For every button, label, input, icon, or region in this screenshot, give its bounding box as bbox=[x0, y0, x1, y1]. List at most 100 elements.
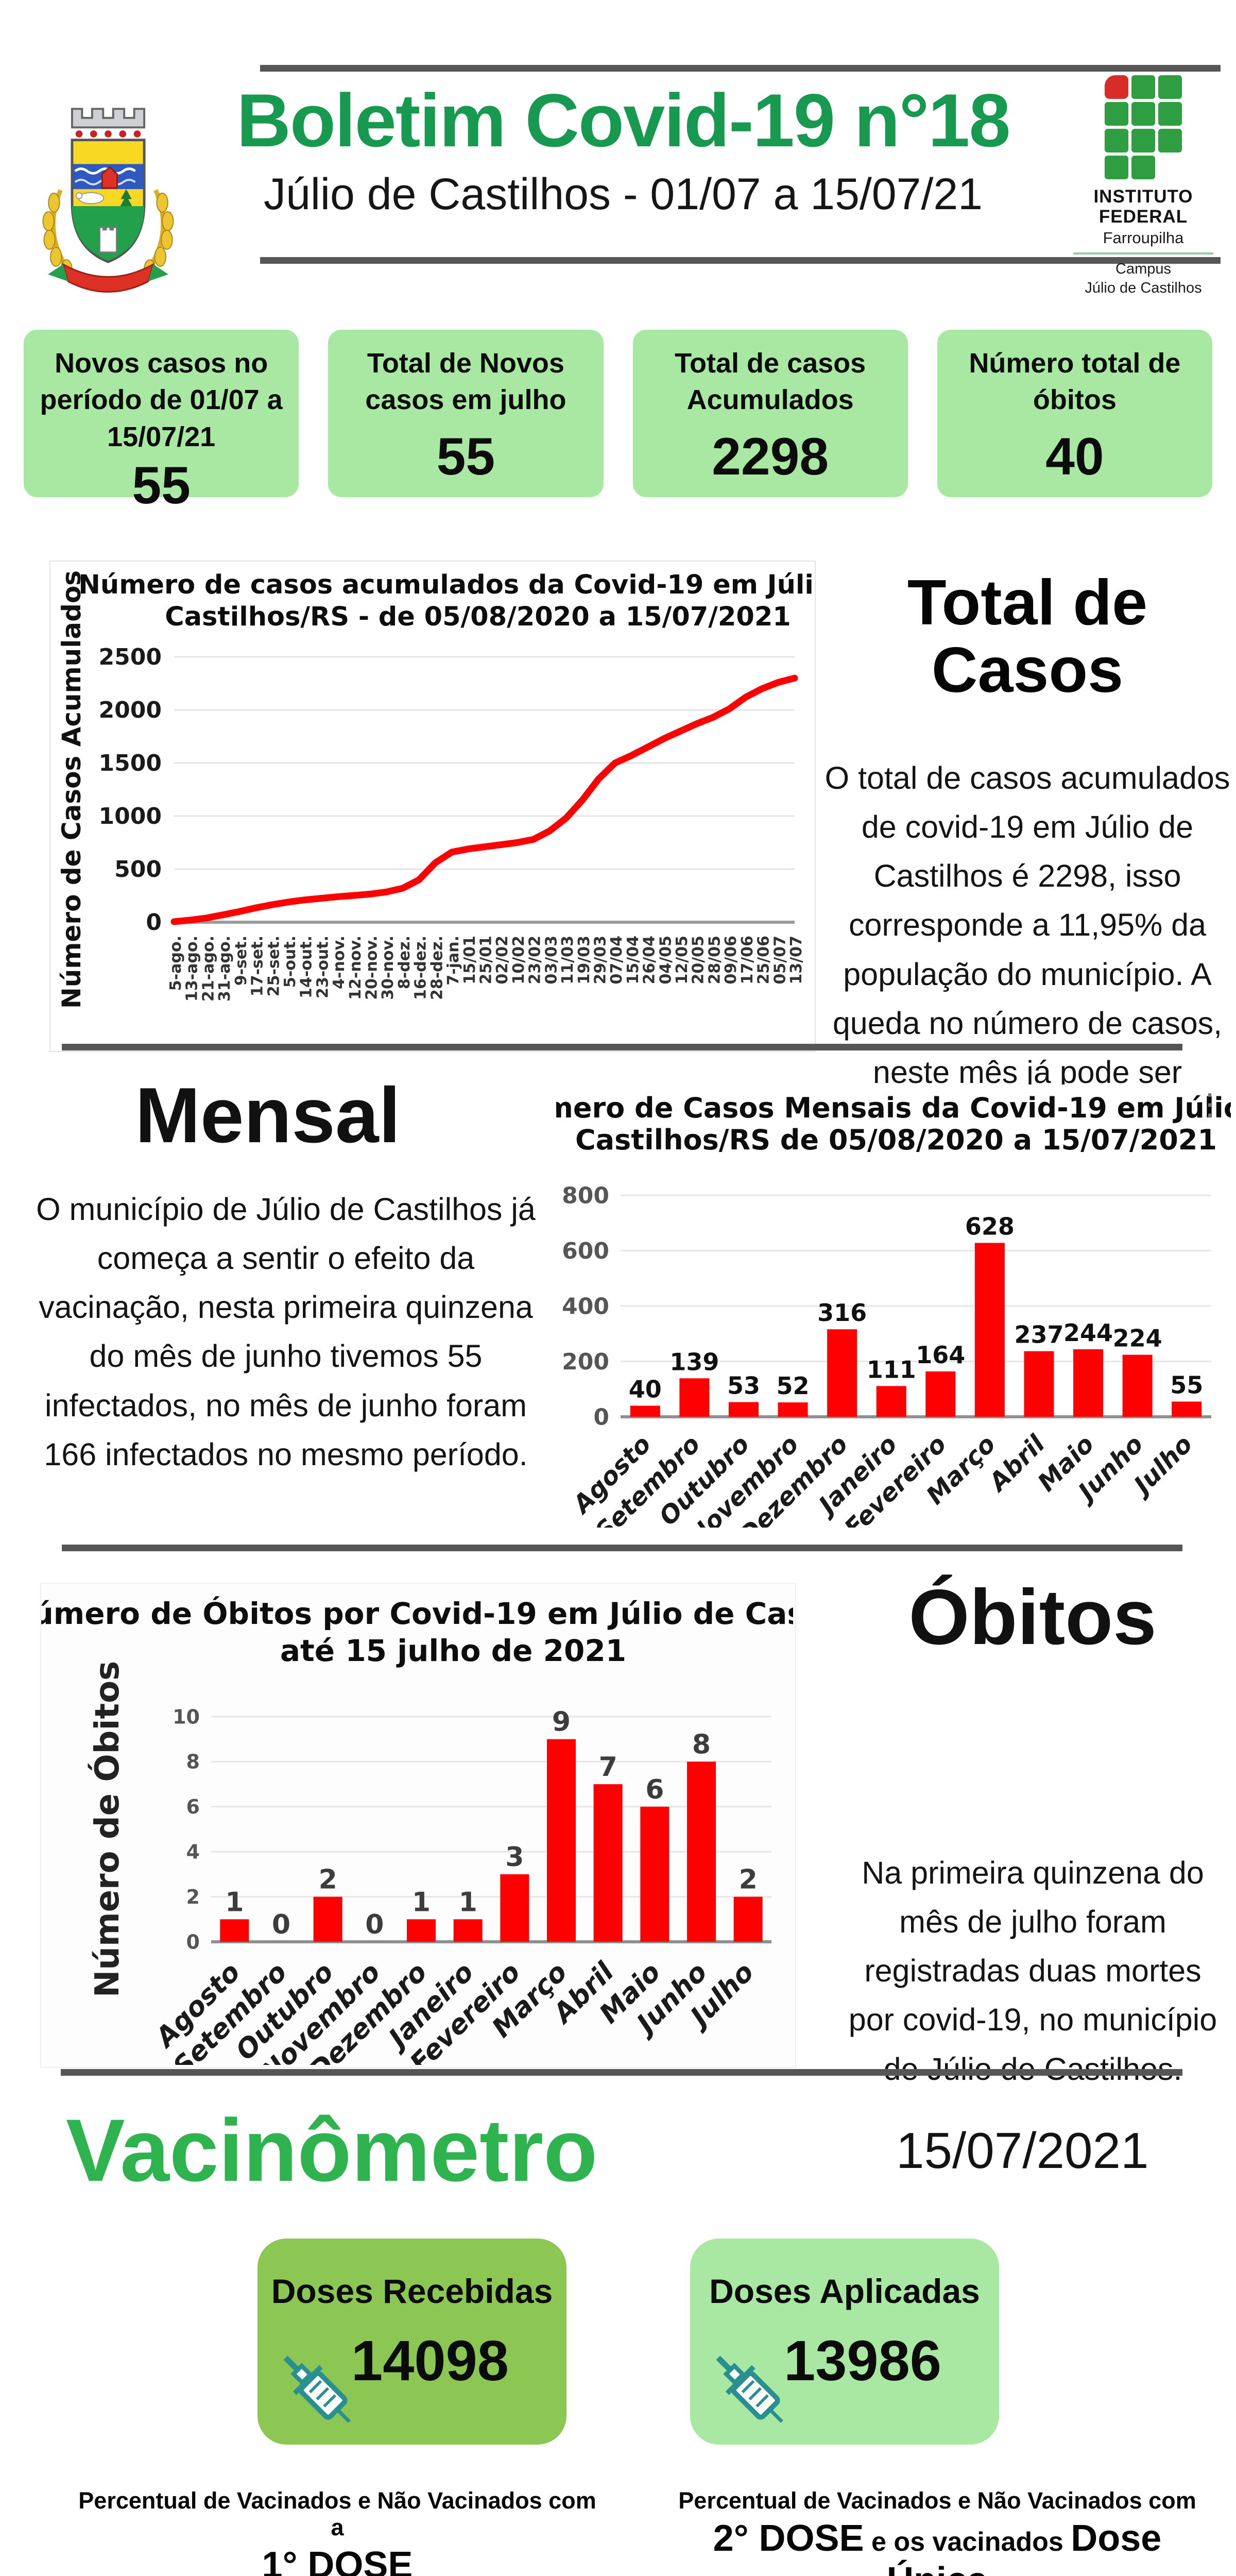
svg-text:55: 55 bbox=[1170, 1371, 1203, 1399]
city-crest-logo bbox=[33, 87, 183, 294]
doses-applied-value: 13986 bbox=[784, 2329, 941, 2393]
iffar-divider bbox=[1073, 252, 1213, 255]
page-subtitle: Júlio de Castilhos - 01/07 a 15/07/21 bbox=[263, 170, 983, 219]
deaths-heading: Óbitos bbox=[908, 1573, 1157, 1661]
svg-text:30-nov.: 30-nov. bbox=[379, 936, 397, 1000]
stat-value: 55 bbox=[132, 455, 191, 515]
city-crest-icon bbox=[42, 108, 174, 293]
svg-text:237: 237 bbox=[1014, 1321, 1063, 1349]
svg-text:224: 224 bbox=[1113, 1325, 1162, 1352]
stat-label: Total de Novos casos em julho bbox=[365, 348, 566, 416]
header-top-rule bbox=[260, 65, 1221, 72]
doses-applied-label: Doses Aplicadas bbox=[709, 2272, 980, 2310]
page-title: Boletim Covid-19 n°18 bbox=[236, 78, 1010, 162]
svg-text:até 15 julho de 2021: até 15 julho de 2021 bbox=[280, 1633, 626, 1668]
svg-text:28/05: 28/05 bbox=[706, 936, 724, 984]
svg-text:0: 0 bbox=[365, 1909, 384, 1940]
doses-received-label: Doses Recebidas bbox=[271, 2272, 553, 2310]
svg-text:600: 600 bbox=[562, 1238, 609, 1264]
svg-text:20-nov.: 20-nov. bbox=[363, 936, 381, 1000]
svg-text:0: 0 bbox=[146, 909, 162, 936]
svg-text:53: 53 bbox=[727, 1372, 760, 1400]
svg-text:164: 164 bbox=[916, 1341, 965, 1369]
svg-text:Castilhos/RS - de 05/08/2020 a: Castilhos/RS - de 05/08/2020 a 15/07/202… bbox=[165, 602, 791, 632]
svg-text:20/05: 20/05 bbox=[690, 936, 708, 984]
svg-text:0: 0 bbox=[272, 1909, 290, 1940]
stat-label: Novos casos no período de 01/07 a 15/07/… bbox=[40, 348, 283, 452]
second-dose-donut-block: Percentual de Vacinados e Não Vacinados … bbox=[664, 2487, 1210, 2576]
stat-value: 55 bbox=[436, 427, 495, 486]
svg-text:12-nov.: 12-nov. bbox=[347, 936, 365, 1000]
svg-text:28-dez.: 28-dez. bbox=[428, 936, 446, 1000]
svg-text:8: 8 bbox=[186, 1751, 200, 1773]
svg-text:03/03: 03/03 bbox=[542, 936, 560, 984]
stat-cards-row: Novos casos no período de 01/07 a 15/07/… bbox=[24, 330, 1212, 515]
svg-text:Número de Óbitos: Número de Óbitos bbox=[88, 1661, 127, 1997]
svg-text:5-out.: 5-out. bbox=[281, 936, 299, 988]
svg-text:500: 500 bbox=[114, 856, 162, 883]
svg-text:10/02: 10/02 bbox=[510, 936, 528, 984]
svg-text:10: 10 bbox=[173, 1705, 200, 1728]
stat-value: 2298 bbox=[712, 427, 829, 486]
svg-text:Castilhos/RS de 05/08/2020 a 1: Castilhos/RS de 05/08/2020 a 15/07/2021 bbox=[575, 1124, 1217, 1156]
svg-text:8: 8 bbox=[692, 1729, 711, 1760]
svg-text:1: 1 bbox=[459, 1887, 477, 1918]
section-divider bbox=[61, 2069, 1182, 2076]
first-dose-donut-block: Percentual de Vacinados e Não Vacinados … bbox=[72, 2487, 603, 2576]
svg-text:12/05: 12/05 bbox=[673, 936, 691, 984]
donut-title-dose: 2° DOSE e os vacinados Dose Única bbox=[713, 2518, 1162, 2576]
svg-text:628: 628 bbox=[965, 1212, 1015, 1240]
monthly-paragraph: O município de Júlio de Castilhos já com… bbox=[36, 1192, 536, 1472]
svg-text:2: 2 bbox=[319, 1865, 337, 1895]
iffar-campus: Campus Júlio de Castilhos bbox=[1085, 261, 1202, 296]
svg-text:Número de Casos Mensais da Cov: Número de Casos Mensais da Covid-19 em J… bbox=[556, 1092, 1231, 1124]
svg-text:17-set.: 17-set. bbox=[249, 936, 267, 996]
stat-card-accumulated-cases: Total de casos Acumulados 2298 bbox=[632, 330, 908, 497]
iffar-grid-icon bbox=[1105, 75, 1182, 179]
svg-text:7: 7 bbox=[599, 1752, 617, 1783]
svg-text:11/03: 11/03 bbox=[559, 936, 577, 984]
svg-text:21-ago.: 21-ago. bbox=[199, 936, 217, 1002]
donut-title: Percentual de Vacinados e Não Vacinados … bbox=[78, 2487, 596, 2540]
doses-received-card: Doses Recebidas 14098 bbox=[258, 2239, 566, 2445]
iffar-logo: INSTITUTO FEDERAL Farroupilha Campus Júl… bbox=[1067, 75, 1220, 297]
svg-text:25/06: 25/06 bbox=[755, 936, 773, 984]
svg-text:1: 1 bbox=[412, 1887, 431, 1918]
syringe-icon bbox=[283, 2355, 351, 2423]
svg-text:111: 111 bbox=[867, 1355, 916, 1383]
stat-card-total-deaths: Número total de óbitos 40 bbox=[937, 330, 1212, 497]
iffar-name: INSTITUTO FEDERAL bbox=[1093, 187, 1193, 227]
svg-text:139: 139 bbox=[670, 1348, 719, 1376]
svg-text:244: 244 bbox=[1063, 1319, 1113, 1347]
svg-text:8-dez.: 8-dez. bbox=[396, 936, 414, 989]
svg-text:09/06: 09/06 bbox=[722, 936, 740, 984]
svg-text:1000: 1000 bbox=[99, 803, 162, 829]
section-divider bbox=[62, 1545, 1182, 1551]
svg-text:0: 0 bbox=[186, 1930, 200, 1953]
svg-text:400: 400 bbox=[562, 1293, 609, 1319]
svg-text:14-out.: 14-out. bbox=[298, 936, 316, 998]
svg-text:15/01: 15/01 bbox=[461, 936, 479, 984]
svg-text:3: 3 bbox=[505, 1842, 524, 1873]
svg-text:23/02: 23/02 bbox=[526, 936, 544, 984]
iffar-farroupilha: Farroupilha bbox=[1103, 229, 1184, 247]
donut-title-dose: 1° DOSE bbox=[262, 2545, 413, 2576]
svg-text:5-ago.: 5-ago. bbox=[167, 936, 185, 991]
svg-text:25-set.: 25-set. bbox=[265, 936, 283, 996]
svg-text:800: 800 bbox=[562, 1182, 609, 1209]
svg-text:25/01: 25/01 bbox=[477, 936, 495, 984]
deaths-chart: Número de Óbitos por Covid-19 em Júlio d… bbox=[7, 1583, 899, 2088]
header-bottom-rule bbox=[260, 257, 1221, 264]
doses-received-value: 14098 bbox=[351, 2329, 509, 2393]
svg-text:31-ago.: 31-ago. bbox=[216, 936, 234, 1002]
svg-text:316: 316 bbox=[817, 1299, 867, 1327]
stat-value: 40 bbox=[1045, 427, 1104, 486]
stat-card-new-cases-period: Novos casos no período de 01/07 a 15/07/… bbox=[24, 330, 299, 515]
svg-text:Número de casos acumulados da: Número de casos acumulados da Covid-19 e… bbox=[78, 570, 813, 600]
vaccinometer-heading: Vacinômetro bbox=[66, 2101, 598, 2200]
stat-card-new-cases-july: Total de Novos casos em julho 55 bbox=[328, 330, 604, 497]
svg-text:2: 2 bbox=[739, 1865, 758, 1895]
chart-options-icon[interactable]: ⋮ bbox=[1195, 1088, 1225, 1121]
svg-text:17/06: 17/06 bbox=[739, 936, 757, 984]
svg-text:9-set.: 9-set. bbox=[232, 936, 250, 986]
